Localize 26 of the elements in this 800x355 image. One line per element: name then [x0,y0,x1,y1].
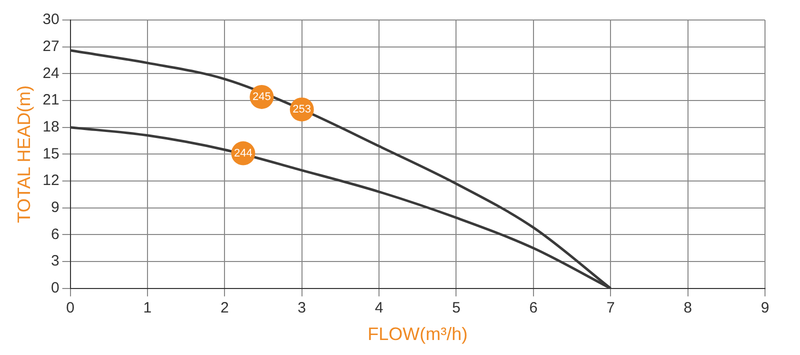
x-tick-label: 2 [220,300,229,317]
y-tick-label: 12 [42,172,60,190]
x-tick-label: 8 [684,300,692,317]
annotation: 244 [234,147,252,160]
x-tick-label: 0 [66,300,74,317]
x-tick-label: 7 [606,300,615,317]
annotation: 245 [252,90,271,103]
y-tick-label: 9 [50,199,60,216]
x-tick-label: 9 [760,300,770,317]
annotation: 253 [292,104,312,116]
x-tick-label: 6 [529,300,538,317]
x-tick-label: 1 [143,300,152,317]
x-tick-label: 5 [452,300,460,317]
y-tick-label: 15 [42,145,60,162]
y-tick-label: 27 [42,38,60,55]
y-tick-label: 3 [50,252,60,270]
y-tick-label: 30 [42,11,60,28]
y-tick-label: 0 [50,280,60,297]
x-tick-label: 4 [374,300,384,317]
y-tick-label: 6 [50,226,60,243]
y-tick-label: 18 [42,118,60,136]
x-tick-label: 3 [298,300,306,317]
x-axis-title: FLOW(m³/h) [368,324,468,344]
y-axis-title: TOTAL HEAD(m) [14,85,34,224]
y-tick-label: 24 [42,64,60,82]
y-tick-label: 21 [42,92,60,109]
